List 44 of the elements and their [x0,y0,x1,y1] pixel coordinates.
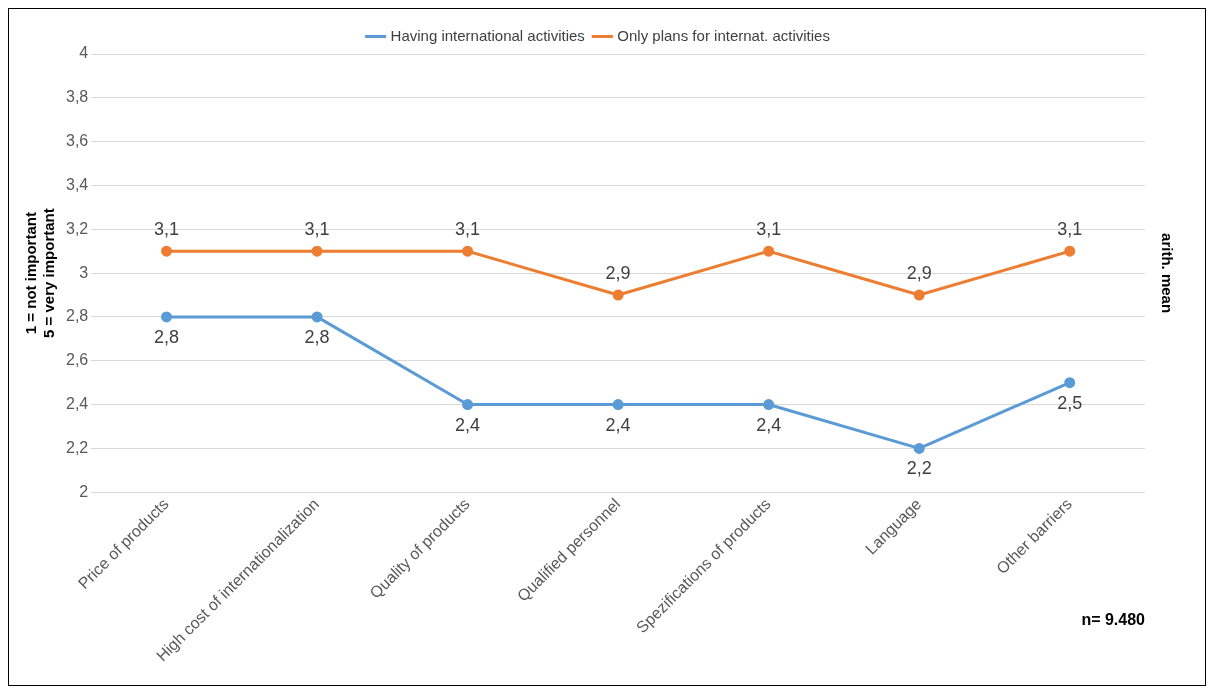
point [913,442,925,454]
text: n= 9.480 [1081,611,1146,629]
y-tick-label: 2,2 [65,438,89,456]
point [161,311,173,323]
y-axis-title: 1 = not important 5 = very important [22,208,58,338]
y-tick-label: 3,6 [65,132,89,150]
y-tick-label: 3,4 [65,175,89,193]
point [1064,245,1076,257]
data-label: 2,8 [153,326,180,347]
y-tick-label: 4 [79,44,89,62]
y-tick-label: 3,8 [65,88,89,106]
y-tick-label: 2,6 [65,351,89,369]
data-label: 3,1 [1057,219,1083,240]
point [763,245,775,257]
point [311,245,323,257]
point [462,245,474,257]
y-tick-label: 3,2 [65,219,89,237]
legend-label: Only plans for internat. activities [617,26,830,44]
point [462,399,474,411]
data-label: 2,5 [1057,392,1083,413]
data-label: 2,4 [756,414,782,435]
point [612,399,624,411]
data-label: 2,9 [906,262,932,283]
data-label: 3,1 [756,219,782,240]
data-label: 3,1 [304,219,330,240]
point [161,245,173,257]
legend-label: Having international activities [390,26,585,44]
y2-axis-title: arith. mean [1158,233,1176,314]
data-label: 2,9 [605,262,631,283]
data-label: 2,4 [455,414,481,435]
data-label: 2,4 [605,414,631,435]
data-label: 3,1 [153,219,180,240]
y-tick-label: 2 [79,482,89,500]
y-tick-label: 2,8 [65,307,89,325]
point [612,289,624,301]
point [1064,377,1076,389]
point [311,311,323,323]
data-label: 3,1 [455,219,481,240]
data-label: 2,8 [304,326,330,347]
point [913,289,925,301]
point [763,399,775,411]
data-label: 2,2 [906,458,932,479]
y-tick-label: 2,4 [65,394,89,412]
y-tick-label: 3 [79,263,89,281]
